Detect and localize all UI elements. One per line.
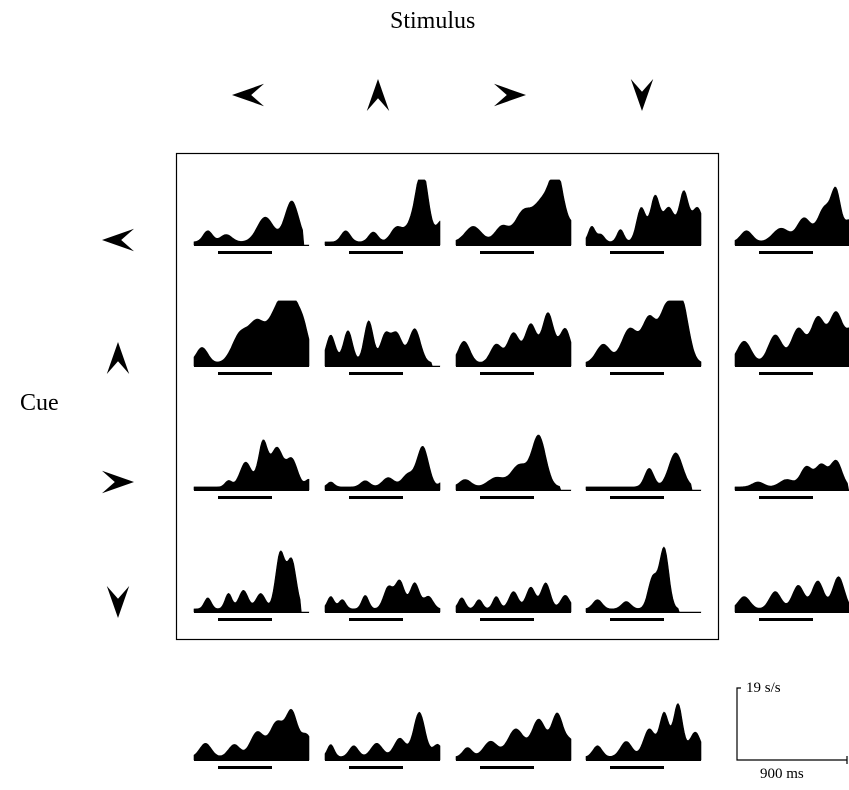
psth-column-average-left — [193, 708, 310, 761]
psth-cue-down-stim-down — [585, 546, 702, 613]
psth-cue-up-stim-right — [455, 312, 572, 367]
psth-cue-down-stim-right-stimulus-bar — [480, 618, 534, 621]
psth-cue-down-stim-up — [324, 579, 441, 613]
psth-row-average-up — [734, 311, 849, 367]
psth-cue-down-stim-right — [455, 582, 572, 613]
cue-arrow-up-icon — [106, 342, 130, 374]
psth-row-average-right — [734, 459, 849, 491]
psth-column-average-right — [455, 712, 572, 761]
scale-time-label: 900 ms — [760, 766, 804, 782]
stimulus-arrow-up-icon — [366, 79, 390, 111]
psth-row-average-down-stimulus-bar — [759, 618, 813, 621]
psth-column-average-down — [585, 703, 702, 761]
matrix-frame — [175, 152, 720, 641]
psth-row-average-up-stimulus-bar — [759, 372, 813, 375]
psth-column-average-left-stimulus-bar — [218, 766, 272, 769]
psth-column-average-up-stimulus-bar — [349, 766, 403, 769]
psth-cue-up-stim-left — [193, 300, 310, 367]
cue-title: Cue — [20, 390, 59, 416]
stimulus-arrow-left-icon — [232, 83, 264, 107]
psth-cue-up-stim-up-stimulus-bar — [349, 372, 403, 375]
psth-cue-left-stim-up — [324, 179, 441, 246]
psth-cue-up-stim-left-stimulus-bar — [218, 372, 272, 375]
psth-cue-down-stim-left — [193, 550, 310, 613]
psth-cue-left-stim-down-stimulus-bar — [610, 251, 664, 254]
psth-cue-right-stim-up — [324, 446, 441, 491]
psth-row-average-left-stimulus-bar — [759, 251, 813, 254]
psth-cue-right-stim-down-stimulus-bar — [610, 496, 664, 499]
psth-column-average-right-stimulus-bar — [480, 766, 534, 769]
psth-cue-up-stim-down-stimulus-bar — [610, 372, 664, 375]
psth-cue-up-stim-right-stimulus-bar — [480, 372, 534, 375]
psth-cue-left-stim-left-stimulus-bar — [218, 251, 272, 254]
psth-cue-right-stim-down — [585, 452, 702, 491]
cue-arrow-down-icon — [106, 586, 130, 618]
psth-cue-left-stim-right — [455, 179, 572, 246]
psth-row-average-right-stimulus-bar — [759, 496, 813, 499]
stimulus-arrow-right-icon — [494, 83, 526, 107]
stimulus-title: Stimulus — [390, 8, 476, 34]
psth-cue-right-stim-up-stimulus-bar — [349, 496, 403, 499]
psth-cue-right-stim-left-stimulus-bar — [218, 496, 272, 499]
psth-cue-down-stim-up-stimulus-bar — [349, 618, 403, 621]
stimulus-arrow-down-icon — [630, 79, 654, 111]
psth-cue-left-stim-down — [585, 190, 702, 246]
cue-arrow-left-icon — [102, 228, 134, 252]
psth-cue-down-stim-down-stimulus-bar — [610, 618, 664, 621]
psth-cue-left-stim-left — [193, 200, 310, 246]
psth-cue-up-stim-down — [585, 300, 702, 367]
psth-row-average-down — [734, 576, 849, 613]
scale-bar — [736, 687, 847, 761]
psth-cue-up-stim-up — [324, 320, 441, 367]
psth-cue-left-stim-right-stimulus-bar — [480, 251, 534, 254]
psth-cue-right-stim-right-stimulus-bar — [480, 496, 534, 499]
psth-column-average-up — [324, 711, 441, 761]
scale-rate-label: 19 s/s — [746, 680, 781, 696]
psth-cue-left-stim-up-stimulus-bar — [349, 251, 403, 254]
psth-cue-right-stim-left — [193, 439, 310, 491]
cue-arrow-right-icon — [102, 470, 134, 494]
psth-cue-down-stim-left-stimulus-bar — [218, 618, 272, 621]
psth-column-average-down-stimulus-bar — [610, 766, 664, 769]
psth-row-average-left — [734, 186, 849, 246]
psth-cue-right-stim-right — [455, 434, 572, 491]
